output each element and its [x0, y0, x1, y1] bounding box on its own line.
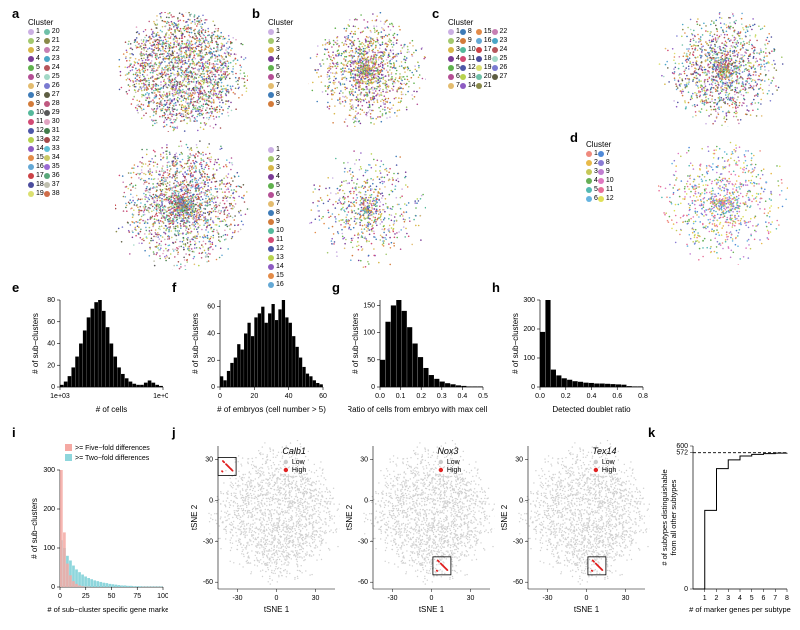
hist-e: 0204060801e+031e+05# of cells# of sub−cl…	[28, 295, 168, 415]
tsne-j2: -30030-60-30030Nox3LowHightSNE 1tSNE 2	[343, 440, 495, 615]
tsne-a-top	[118, 12, 248, 137]
legend-c-items: 1234567891011121314151617181920212223242…	[448, 27, 507, 90]
panel-label-j: j	[172, 425, 176, 440]
tsne-c	[658, 12, 788, 132]
legend-d: Cluster 123456789101112	[586, 140, 614, 203]
tsne-a-bottom	[115, 140, 250, 275]
legend-d-items: 123456789101112	[586, 149, 614, 203]
legend-b-bottom: 12345678910111213141516	[268, 145, 284, 289]
hist-i: >= Five−fold differences>= Two−fold diff…	[28, 440, 168, 615]
hist-h: 01002003000.00.20.40.60.8Detected double…	[508, 295, 648, 415]
hist-f: 02040600204060# of embryos (cell number …	[188, 295, 328, 415]
panel-label-k: k	[648, 425, 655, 440]
legend-c: Cluster 12345678910111213141516171819202…	[448, 18, 507, 90]
legend-b-title: Cluster	[268, 18, 293, 27]
panel-label-f: f	[172, 280, 176, 295]
legend-b-bottom-items: 12345678910111213141516	[268, 145, 284, 289]
legend-c-title: Cluster	[448, 18, 507, 27]
tsne-j3: -30030-60-30030Tex14LowHightSNE 1tSNE 2	[498, 440, 650, 615]
panel-label-e: e	[12, 280, 19, 295]
legend-a: Cluster 12345678910111213141516171819202…	[28, 18, 60, 198]
panel-label-h: h	[492, 280, 500, 295]
legend-b-top: Cluster 123456789	[268, 18, 293, 108]
legend-a-title: Cluster	[28, 18, 60, 27]
hist-g: 0501001500.00.10.20.30.40.5Ratio of cell…	[348, 295, 488, 415]
panel-label-b: b	[252, 6, 260, 21]
panel-label-d: d	[570, 130, 578, 145]
tsne-b-top	[308, 12, 426, 132]
panel-label-g: g	[332, 280, 340, 295]
tsne-b-bottom	[308, 150, 426, 275]
panel-label-i: i	[12, 425, 16, 440]
legend-d-title: Cluster	[586, 140, 614, 149]
panel-label-c: c	[432, 6, 439, 21]
plot-k: 123456780572600# of marker genes per sub…	[658, 440, 793, 615]
tsne-d	[658, 140, 788, 270]
legend-b-top-items: 123456789	[268, 27, 293, 108]
tsne-j1: -30030-60-30030Calb1LowHightSNE 1tSNE 2	[188, 440, 340, 615]
legend-a-items: 1234567891011121314151617181920212223242…	[28, 27, 60, 198]
panel-label-a: a	[12, 6, 19, 21]
